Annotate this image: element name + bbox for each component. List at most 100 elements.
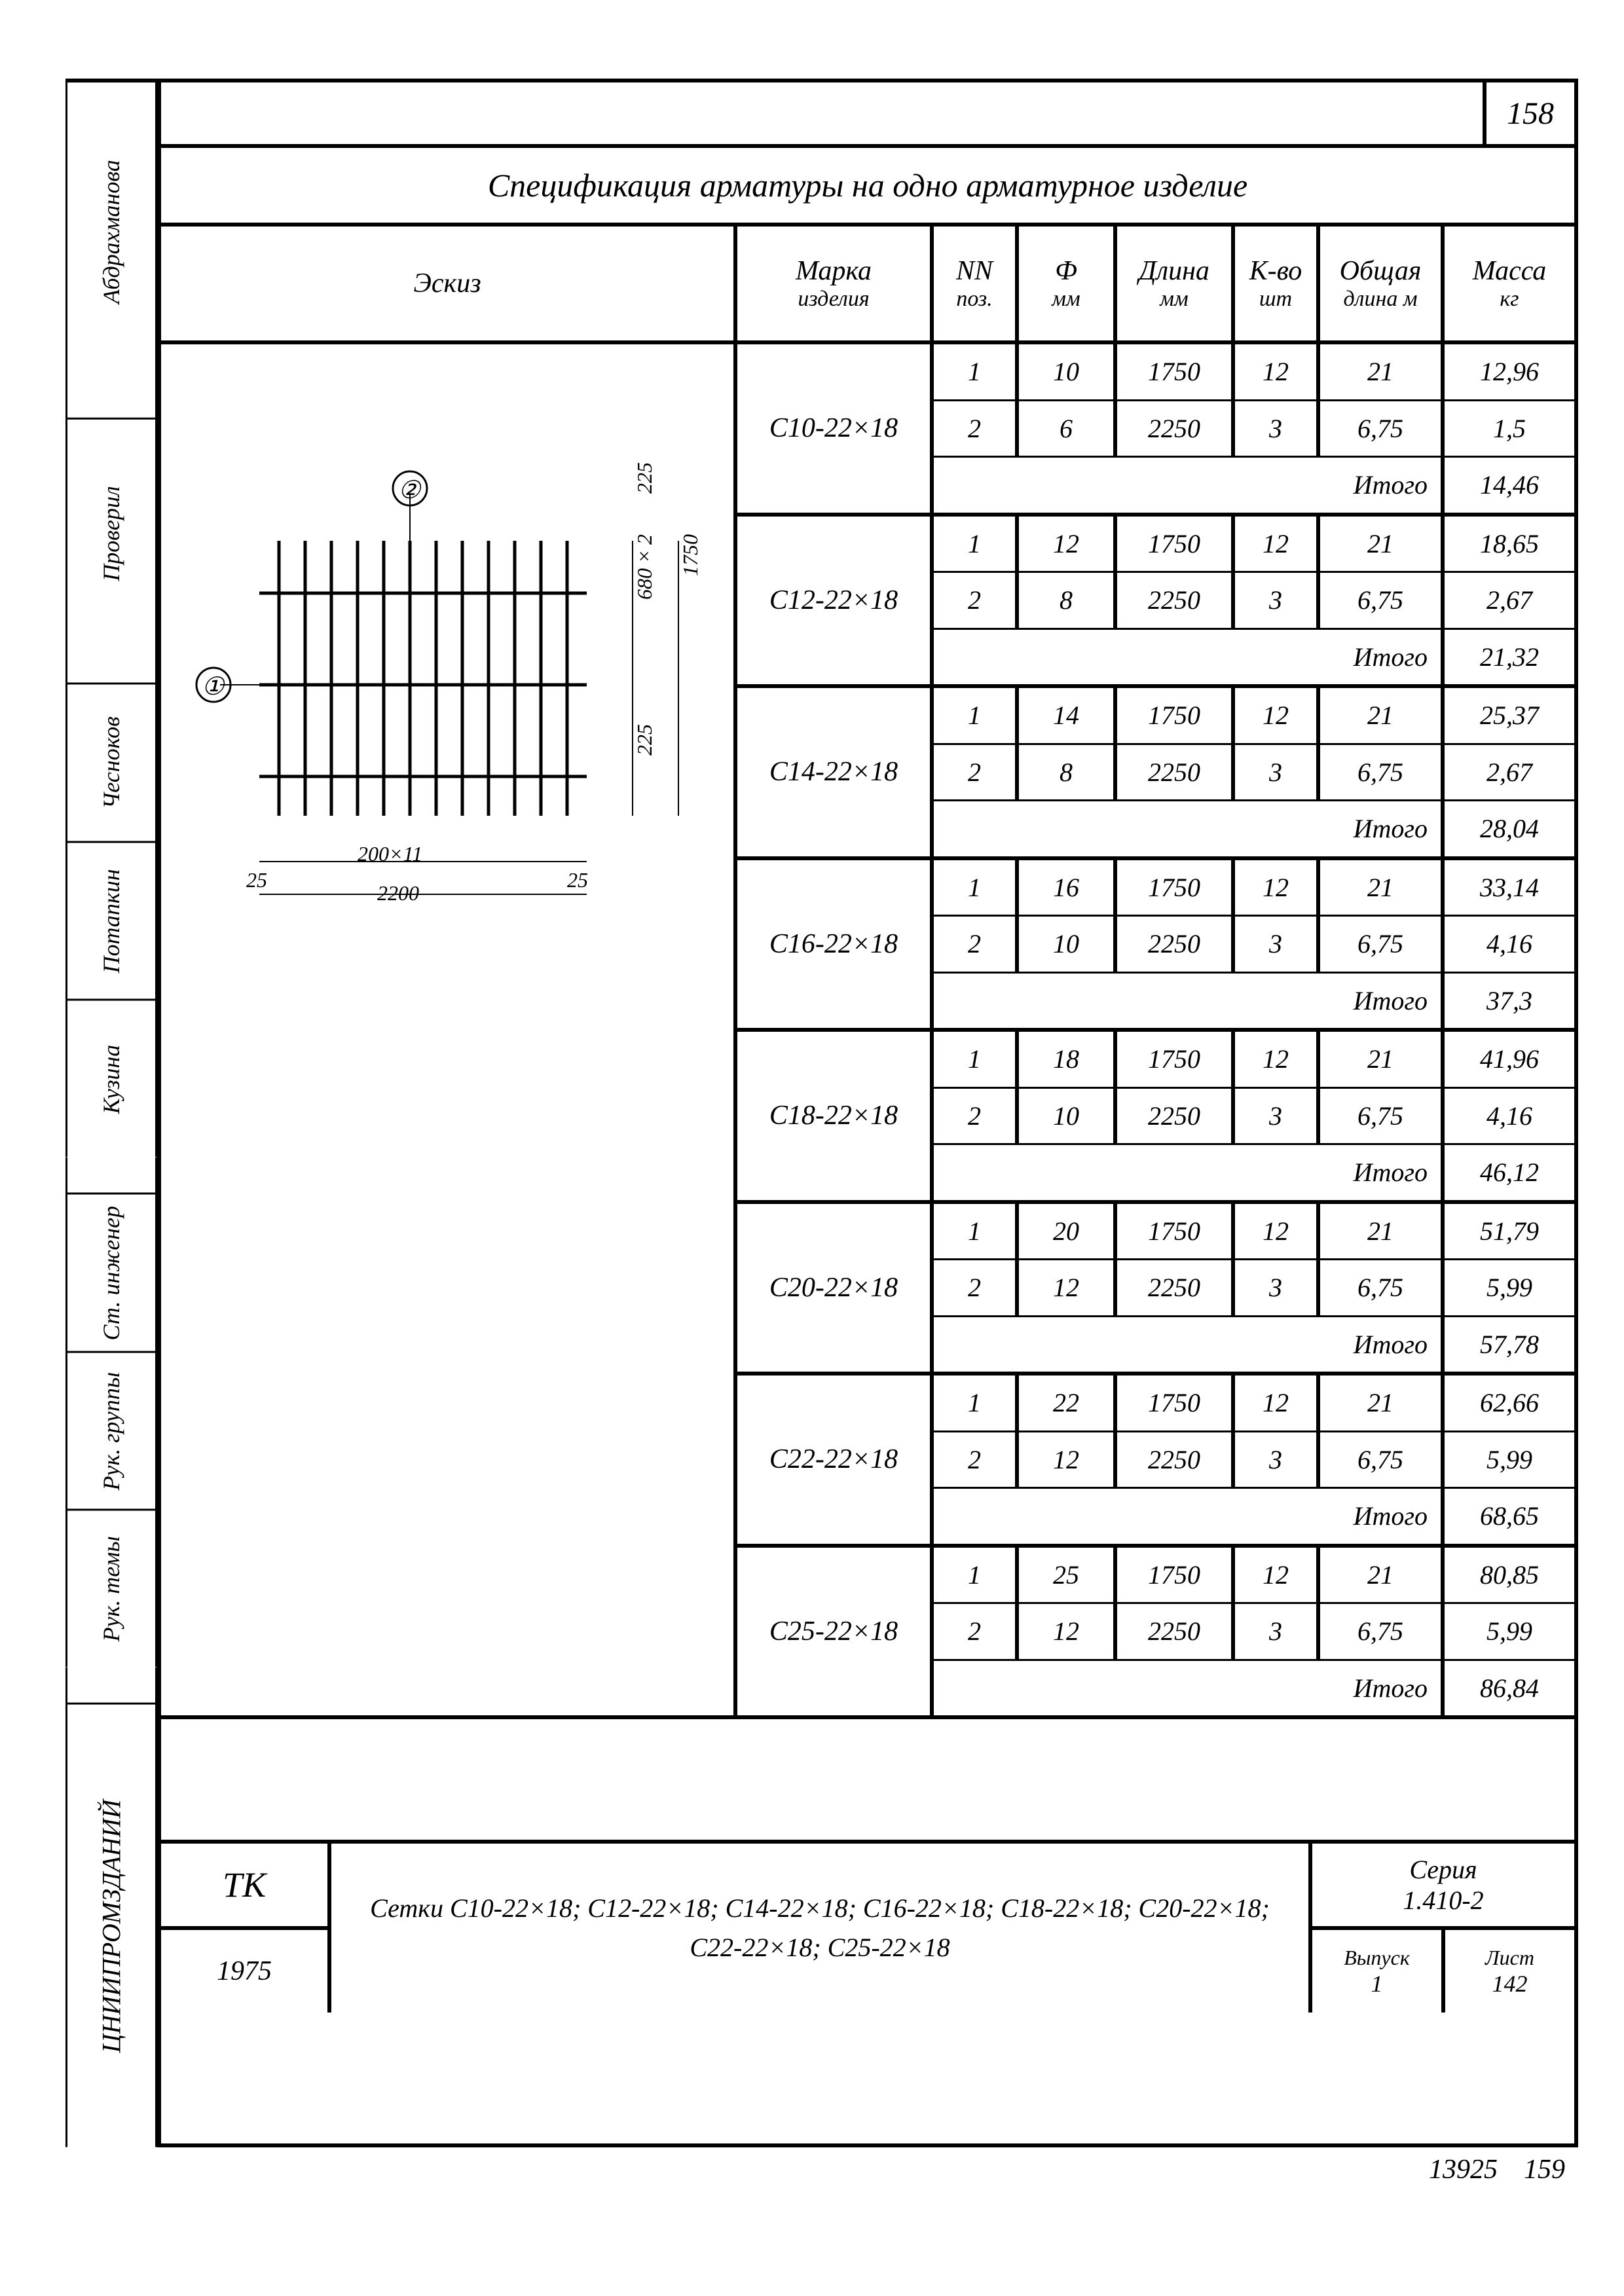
dim-25a: 25 — [246, 868, 267, 892]
cell-kvo: 12 — [1235, 344, 1320, 399]
cell-poz: 2 — [934, 573, 1019, 628]
cell-massa: 18,65 — [1445, 517, 1574, 572]
cell-dlina: 2250 — [1117, 917, 1235, 972]
group-name: С22-22×18 — [737, 1376, 934, 1544]
cell-kvo: 3 — [1235, 1260, 1320, 1315]
table-row: 26225036,751,5 — [934, 401, 1574, 458]
cell-kvo: 12 — [1235, 860, 1320, 915]
cell-diam: 12 — [1019, 517, 1117, 572]
table-body: ② ① 680×2 1750 225 225 200×11 2200 25 25… — [161, 344, 1574, 1719]
cell-kvo: 12 — [1235, 688, 1320, 743]
group-name: С14-22×18 — [737, 688, 934, 856]
itogo-label: Итого — [934, 458, 1445, 513]
hdr-poz: NN поз. — [934, 227, 1019, 340]
table-row: 1221750122162,66 — [934, 1376, 1574, 1432]
side-r2: Рук. группы — [65, 1351, 157, 1510]
cell-obsh: 21 — [1320, 344, 1445, 399]
itogo-label: Итого — [934, 801, 1445, 856]
spec-group: С22-22×181221750122162,66212225036,755,9… — [737, 1376, 1574, 1548]
cell-diam: 16 — [1019, 860, 1117, 915]
dim-225b: 225 — [633, 724, 657, 756]
cell-kvo: 3 — [1235, 573, 1320, 628]
itogo-row: Итого46,12 — [934, 1145, 1574, 1200]
dim-680: 680×2 — [633, 534, 657, 600]
side-n1: Кузина — [65, 999, 157, 1157]
title-block: ТК 1975 Сетки С10-22×18; С12-22×18; С14-… — [161, 1844, 1574, 2013]
cell-poz: 2 — [934, 1260, 1019, 1315]
seria-cell: Серия 1.410-2 — [1312, 1844, 1574, 1930]
itogo-value: 57,78 — [1445, 1317, 1574, 1372]
cell-dlina: 1750 — [1117, 1032, 1235, 1087]
cell-kvo: 12 — [1235, 1376, 1320, 1430]
vypusk-cell: Выпуск 1 — [1312, 1930, 1445, 2013]
cell-dlina: 1750 — [1117, 1548, 1235, 1603]
list-cell: Лист 142 — [1445, 1930, 1574, 2013]
itogo-value: 37,3 — [1445, 974, 1574, 1029]
itogo-label: Итого — [934, 1317, 1445, 1372]
cell-kvo: 3 — [1235, 401, 1320, 456]
cell-poz: 2 — [934, 1432, 1019, 1487]
cell-diam: 8 — [1019, 573, 1117, 628]
group-name: С20-22×18 — [737, 1204, 934, 1372]
itogo-label: Итого — [934, 1145, 1445, 1200]
hdr-dlina: Длина мм — [1117, 227, 1235, 340]
spec-title: Спецификация арматуры на одно арматурное… — [161, 148, 1574, 227]
cell-massa: 2,67 — [1445, 573, 1574, 628]
itogo-label: Итого — [934, 974, 1445, 1029]
cell-kvo: 12 — [1235, 1204, 1320, 1259]
cell-obsh: 6,75 — [1320, 917, 1445, 972]
itogo-value: 21,32 — [1445, 630, 1574, 685]
marker-2: ② — [398, 475, 420, 505]
table-row: 1201750122151,79 — [934, 1204, 1574, 1261]
table-row: 1121750122118,65 — [934, 517, 1574, 574]
cell-dlina: 2250 — [1117, 1089, 1235, 1144]
cell-poz: 2 — [934, 1089, 1019, 1144]
cell-massa: 41,96 — [1445, 1032, 1574, 1087]
cell-poz: 1 — [934, 344, 1019, 399]
dim-200x11: 200×11 — [358, 842, 422, 866]
table-row: 1251750122180,85 — [934, 1548, 1574, 1605]
cell-massa: 80,85 — [1445, 1548, 1574, 1603]
cell-obsh: 21 — [1320, 688, 1445, 743]
dim-25b: 25 — [567, 868, 588, 892]
sidebar-signature-strip: Абдрахманова Проверил Чесноков Потапкин … — [65, 79, 157, 2147]
itogo-row: Итого21,32 — [934, 630, 1574, 685]
cell-obsh: 21 — [1320, 860, 1445, 915]
year-label: 1975 — [161, 1930, 327, 2013]
table-row: 1181750122141,96 — [934, 1032, 1574, 1089]
sketch-cell: ② ① 680×2 1750 225 225 200×11 2200 25 25 — [161, 344, 737, 1715]
tk-label: ТК — [161, 1844, 327, 1930]
cell-poz: 2 — [934, 1604, 1019, 1659]
spec-group: С20-22×181201750122151,79212225036,755,9… — [737, 1204, 1574, 1376]
side-name: Абдрахманова — [65, 81, 157, 382]
cell-poz: 1 — [934, 860, 1019, 915]
cell-obsh: 6,75 — [1320, 401, 1445, 456]
cell-diam: 10 — [1019, 344, 1117, 399]
spec-group: С16-22×181161750122133,14210225036,754,1… — [737, 860, 1574, 1032]
cell-poz: 2 — [934, 401, 1019, 456]
cell-massa: 1,5 — [1445, 401, 1574, 456]
itogo-value: 68,65 — [1445, 1489, 1574, 1544]
itogo-row: Итого37,3 — [934, 974, 1574, 1029]
cell-diam: 20 — [1019, 1204, 1117, 1259]
cell-kvo: 12 — [1235, 517, 1320, 572]
table-row: 1161750122133,14 — [934, 860, 1574, 917]
cell-obsh: 6,75 — [1320, 1432, 1445, 1487]
cell-obsh: 21 — [1320, 517, 1445, 572]
cell-dlina: 2250 — [1117, 1260, 1235, 1315]
cell-massa: 33,14 — [1445, 860, 1574, 915]
table-header: Эскиз Марка изделия NN поз. Ф мм Длина м… — [161, 227, 1574, 344]
spec-group: С18-22×181181750122141,96210225036,754,1… — [737, 1032, 1574, 1204]
cell-massa: 5,99 — [1445, 1432, 1574, 1487]
hdr-marka: Марка изделия — [737, 227, 934, 340]
table-row: 1101750122112,96 — [934, 344, 1574, 401]
group-name: С25-22×18 — [737, 1548, 934, 1716]
cell-kvo: 3 — [1235, 745, 1320, 800]
footer-numbers: 13925 159 — [157, 2154, 1578, 2185]
cell-poz: 1 — [934, 1204, 1019, 1259]
group-name: С10-22×18 — [737, 344, 934, 513]
cell-diam: 18 — [1019, 1032, 1117, 1087]
cell-massa: 4,16 — [1445, 917, 1574, 972]
page-number-row: 158 — [161, 82, 1574, 148]
cell-kvo: 3 — [1235, 1432, 1320, 1487]
